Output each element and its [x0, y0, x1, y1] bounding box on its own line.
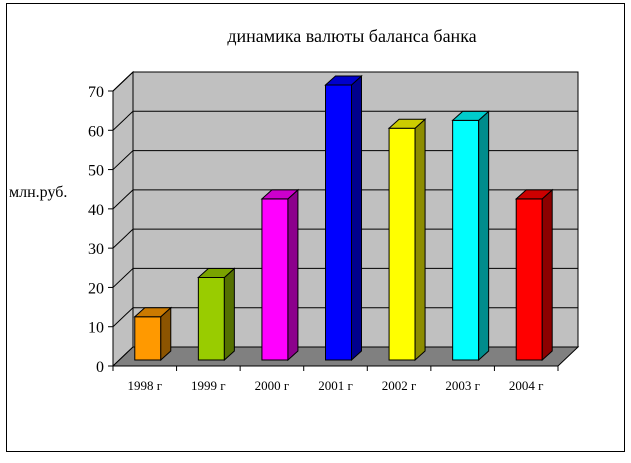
gridline-side — [112, 150, 134, 170]
bar-top — [197, 268, 236, 278]
y-tick-label: 50 — [88, 163, 104, 180]
bar-front — [261, 198, 289, 361]
y-tick-label: 70 — [88, 84, 104, 101]
bar-front — [325, 84, 352, 361]
bar-top — [133, 307, 173, 318]
x-tick-label: 2001 г — [318, 378, 353, 393]
bar-side — [541, 188, 553, 362]
bar-top — [514, 189, 554, 200]
bar-top — [451, 110, 490, 121]
bar-top — [260, 189, 300, 200]
bar-side — [414, 118, 426, 362]
bar-front — [515, 198, 543, 361]
y-tick-label: 20 — [88, 280, 104, 297]
bar-top — [324, 75, 363, 86]
bar-side — [351, 74, 362, 362]
bar-2001-г — [324, 74, 363, 362]
x-tick-label: 2000 г — [255, 378, 290, 393]
gridline-side — [112, 268, 134, 288]
bar-1999-г — [197, 267, 236, 362]
x-tick-label: 1999 г — [191, 378, 226, 393]
bar-2003-г — [451, 110, 490, 362]
bar-top — [387, 118, 427, 129]
gridline-side — [112, 307, 134, 328]
y-tick-label: 30 — [88, 241, 104, 258]
side-wall — [112, 70, 134, 368]
y-tick-label: 40 — [88, 202, 104, 219]
gridline-side — [112, 110, 134, 131]
y-axis-label: млн.руб. — [9, 184, 67, 201]
bar-side — [223, 267, 235, 362]
x-tick-label: 2004 г — [509, 378, 544, 393]
gridline-side — [112, 189, 134, 210]
gridline-side — [112, 228, 134, 249]
gridline-side — [112, 71, 134, 92]
y-tick-label: 10 — [88, 320, 104, 337]
chart-title: динамика валюты баланса банка — [227, 26, 476, 46]
y-tick-label: 60 — [88, 123, 104, 140]
bar-2002-г — [387, 118, 427, 362]
bar-front — [197, 277, 225, 361]
y-tick-label: 0 — [96, 359, 104, 376]
bar-1998-г — [133, 306, 173, 362]
bar-front — [388, 127, 416, 361]
bar-front — [134, 316, 162, 361]
x-tick-label: 2003 г — [445, 378, 480, 393]
bar-side — [287, 188, 299, 362]
bar-2004-г — [514, 188, 554, 362]
bar-front — [452, 119, 480, 361]
x-tick-label: 2002 г — [382, 378, 417, 393]
bar-side — [478, 110, 490, 362]
x-tick-label: 1998 г — [127, 378, 162, 393]
bar-2000-г — [260, 188, 300, 362]
